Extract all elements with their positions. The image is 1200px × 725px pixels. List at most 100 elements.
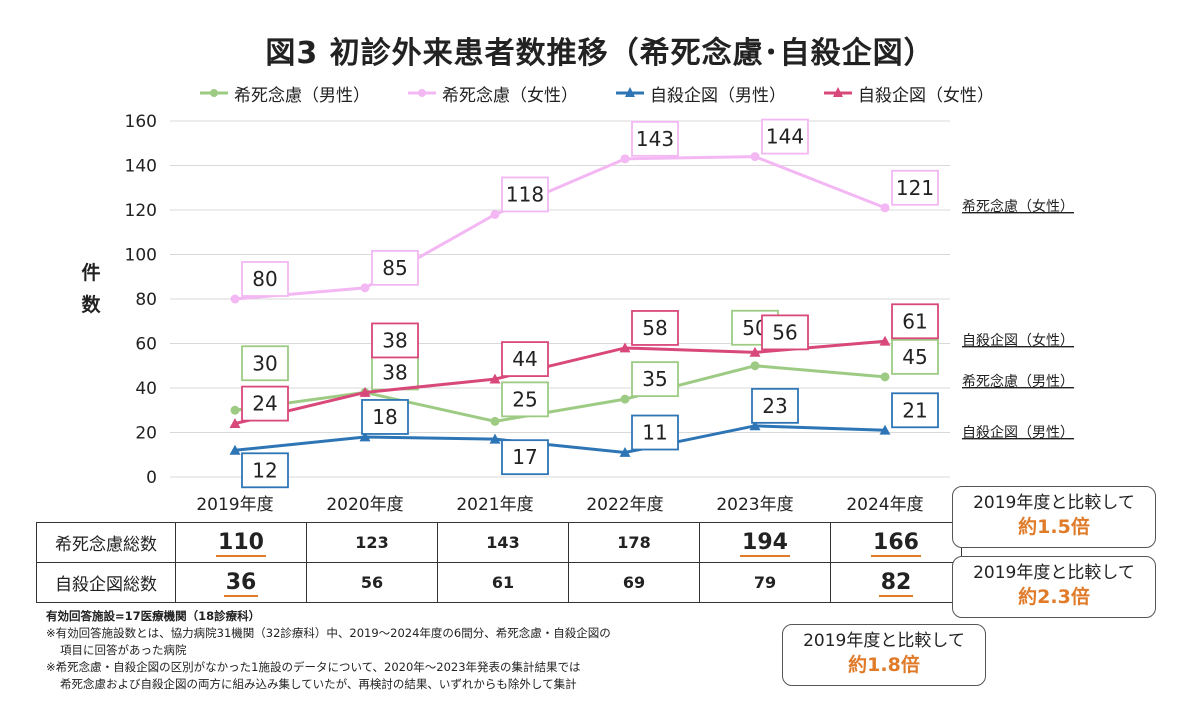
data-label: 21 — [902, 398, 927, 422]
table-cell: 36 — [175, 562, 307, 603]
data-label: 58 — [642, 316, 667, 340]
data-label-box — [751, 387, 799, 424]
callout-ratio: 約1.5倍 — [1018, 516, 1090, 538]
callout-text: 2019年度と比較して — [803, 631, 965, 651]
legend-swatch — [824, 87, 852, 97]
data-label-box — [501, 439, 549, 476]
data-point — [620, 394, 630, 404]
data-label-box — [241, 345, 289, 382]
data-label: 38 — [382, 328, 407, 352]
data-label: 24 — [252, 392, 277, 416]
legend-item: 希死念慮（女性） — [408, 81, 578, 106]
data-point — [619, 447, 631, 457]
y-axis-label: 件数 — [81, 262, 101, 316]
y-tick-label: 60 — [135, 335, 157, 355]
table-cell: 178 — [568, 522, 700, 563]
x-tick-label: 2023年度 — [716, 495, 793, 515]
data-label-box — [241, 452, 289, 489]
data-label-box — [631, 414, 679, 451]
table-cell: 166 — [830, 522, 962, 563]
legend-item: 希死念慮（男性） — [200, 81, 370, 106]
data-label: 121 — [896, 176, 934, 200]
data-label-box — [631, 310, 679, 346]
data-label-box — [891, 169, 939, 206]
footnote-line: ※有効回答施設数とは、協力病院31機関（32診療科）中、2019～2024年度の… — [46, 626, 611, 640]
table-cell: 56 — [306, 562, 438, 603]
data-label-box — [241, 261, 289, 297]
table-row: 自殺企図総数 36 56 61 69 79 82 — [36, 562, 962, 603]
table-cell: 110 — [175, 522, 307, 563]
x-tick-label: 2021年度 — [456, 495, 533, 515]
footnote-line: 項目に回答があった病院 — [60, 643, 187, 657]
x-tick-label: 2020年度 — [326, 495, 403, 515]
x-tick-label: 2022年度 — [586, 495, 663, 515]
data-label: 35 — [642, 367, 667, 391]
table-cell: 123 — [306, 522, 438, 563]
data-label: 85 — [382, 256, 407, 280]
y-tick-label: 0 — [146, 468, 157, 488]
callout-ratio: 約1.8倍 — [848, 654, 920, 676]
y-tick-label: 80 — [135, 290, 157, 310]
table-cell: 61 — [437, 562, 569, 603]
data-label: 80 — [252, 267, 277, 291]
data-label: 144 — [766, 125, 804, 149]
data-label-box — [241, 385, 289, 422]
legend-label: 希死念慮（女性） — [442, 85, 578, 106]
totals-table: 希死念慮総数 110 123 143 178 194 166 自殺企図総数 36 56 61 69 79… — [36, 522, 962, 603]
data-label: 23 — [762, 394, 787, 418]
x-tick-label: 2019年度 — [196, 495, 273, 515]
data-label: 17 — [512, 445, 537, 469]
data-label: 143 — [636, 127, 674, 151]
data-point — [230, 405, 240, 415]
legend-item: 自殺企図（男性） — [616, 81, 786, 106]
data-point — [489, 373, 501, 384]
callout-2023-ratio: 2019年度と比較して 約1.8倍 — [782, 624, 986, 686]
data-point — [490, 209, 500, 219]
data-label: 56 — [772, 320, 797, 344]
y-tick-label: 120 — [125, 201, 157, 221]
data-point — [490, 416, 500, 426]
series-line — [234, 339, 886, 426]
data-point — [619, 342, 631, 353]
data-point — [229, 444, 241, 455]
series-line — [234, 155, 886, 301]
chart-legend: 希死念慮（男性） 希死念慮（女性） 自殺企図（男性） 自殺企図（女性） — [200, 80, 994, 106]
data-label-box — [501, 381, 549, 418]
row-label: 希死念慮総数 — [36, 522, 176, 563]
data-point — [880, 372, 890, 382]
data-label-box — [761, 314, 809, 351]
line-chart: 0 20 40 60 80 100 120 140 160 2019年度 2020年度 2021年度 2… — [125, 112, 1074, 515]
data-label-box — [761, 118, 809, 155]
data-label-box — [371, 354, 419, 391]
callout-text: 2019年度と比較して — [973, 563, 1135, 583]
data-point — [750, 361, 760, 371]
legend-swatch — [616, 87, 644, 97]
data-label: 18 — [372, 405, 397, 429]
data-label-box — [891, 392, 939, 429]
data-point — [749, 420, 761, 431]
series-end-label: 希死念慮（男性） — [962, 373, 1074, 390]
data-label-box — [501, 341, 549, 378]
data-point — [879, 335, 891, 346]
data-label-box — [891, 338, 939, 375]
data-point — [879, 424, 891, 435]
x-tick-label: 2024年度 — [846, 495, 923, 515]
data-point — [880, 203, 890, 213]
series-line — [234, 364, 886, 423]
data-label: 118 — [506, 182, 544, 206]
series-line — [234, 424, 886, 455]
series-end-label: 自殺企図（女性） — [962, 332, 1074, 349]
data-label: 61 — [902, 309, 927, 333]
footnote-line: ※希死念慮・自殺企図の区別がなかった1施設のデータについて、2020年～2023… — [46, 660, 581, 674]
data-point — [359, 431, 371, 442]
y-tick-label: 40 — [135, 379, 157, 399]
table-cell: 143 — [437, 522, 569, 563]
footnote-line: 有効回答施設=17医療機関（18診療科） — [46, 609, 261, 623]
data-label: 45 — [902, 345, 927, 369]
legend-item: 自殺企図（女性） — [824, 81, 994, 106]
callout-jisatsu-ratio: 2019年度と比較して 約2.3倍 — [952, 556, 1156, 618]
data-label-box — [371, 322, 419, 359]
row-label: 自殺企図総数 — [36, 562, 176, 603]
data-label: 25 — [512, 387, 537, 411]
data-point — [749, 346, 761, 357]
